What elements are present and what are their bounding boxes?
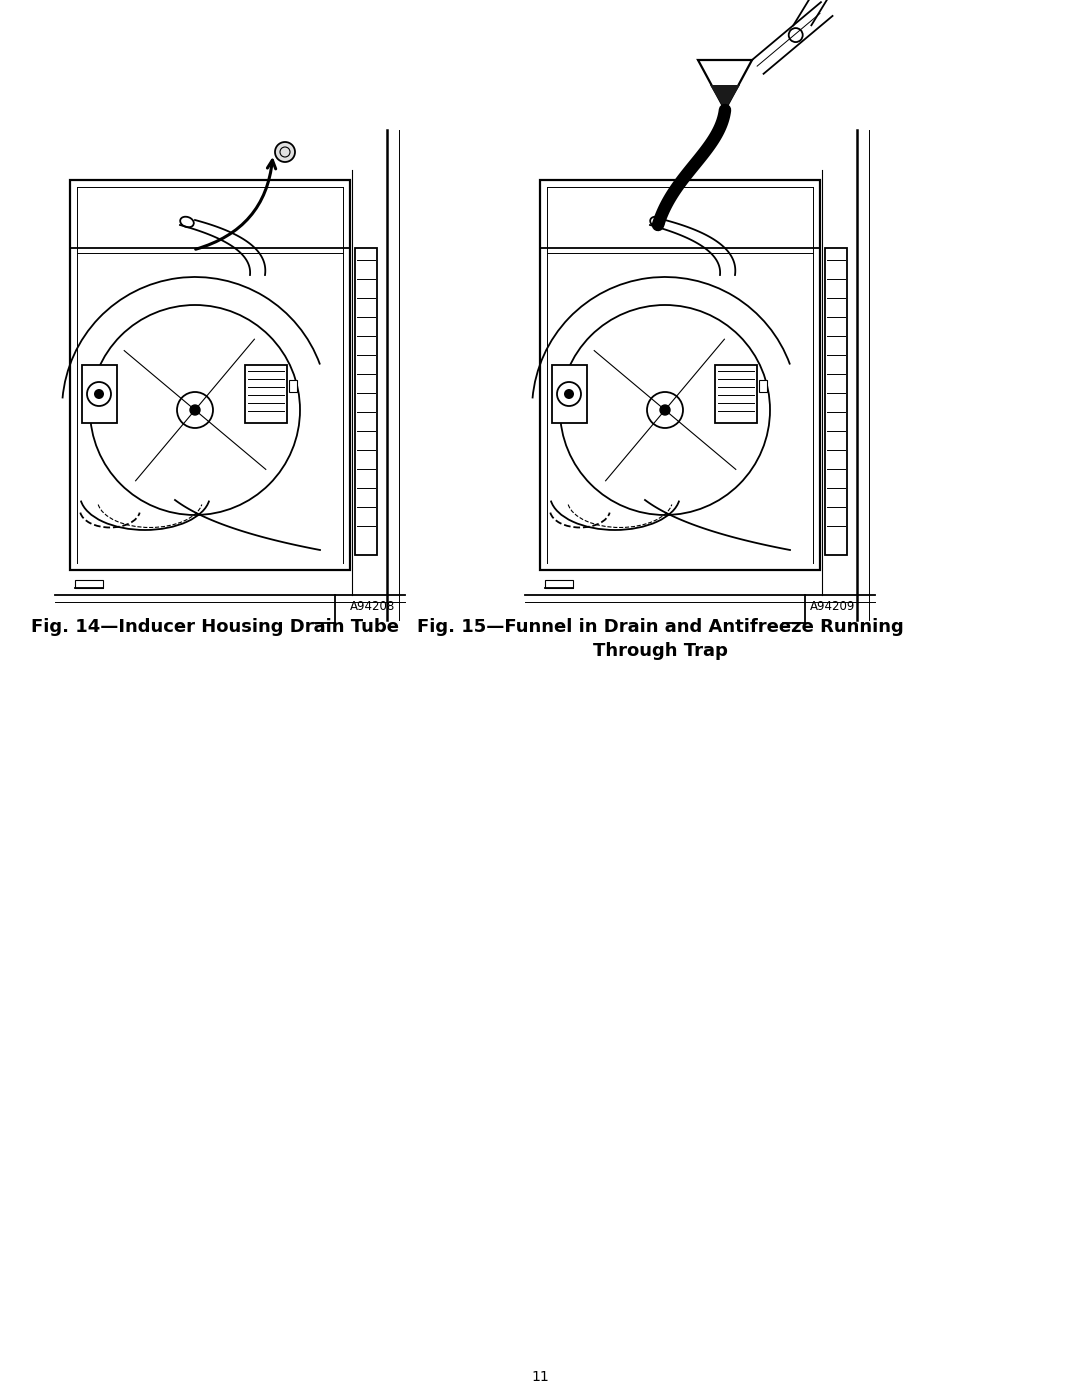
Text: Fig. 14—Inducer Housing Drain Tube: Fig. 14—Inducer Housing Drain Tube — [31, 617, 399, 636]
Polygon shape — [552, 365, 588, 423]
Polygon shape — [245, 365, 287, 423]
Text: 11: 11 — [531, 1370, 549, 1384]
Polygon shape — [710, 85, 740, 110]
Polygon shape — [715, 365, 757, 423]
Polygon shape — [75, 580, 103, 588]
Circle shape — [275, 142, 295, 162]
Polygon shape — [698, 60, 752, 110]
Circle shape — [94, 388, 104, 400]
Circle shape — [660, 405, 670, 415]
Circle shape — [190, 405, 200, 415]
Text: Through Trap: Through Trap — [593, 643, 728, 659]
Text: A94209: A94209 — [810, 599, 855, 613]
Text: Fig. 15—Funnel in Drain and Antifreeze Running: Fig. 15—Funnel in Drain and Antifreeze R… — [417, 617, 903, 636]
Polygon shape — [289, 380, 297, 393]
Polygon shape — [545, 580, 573, 588]
Polygon shape — [825, 249, 847, 555]
Polygon shape — [82, 365, 117, 423]
Polygon shape — [355, 249, 377, 555]
Circle shape — [788, 28, 802, 42]
Circle shape — [564, 388, 573, 400]
Polygon shape — [759, 380, 767, 393]
Text: A94208: A94208 — [350, 599, 395, 613]
